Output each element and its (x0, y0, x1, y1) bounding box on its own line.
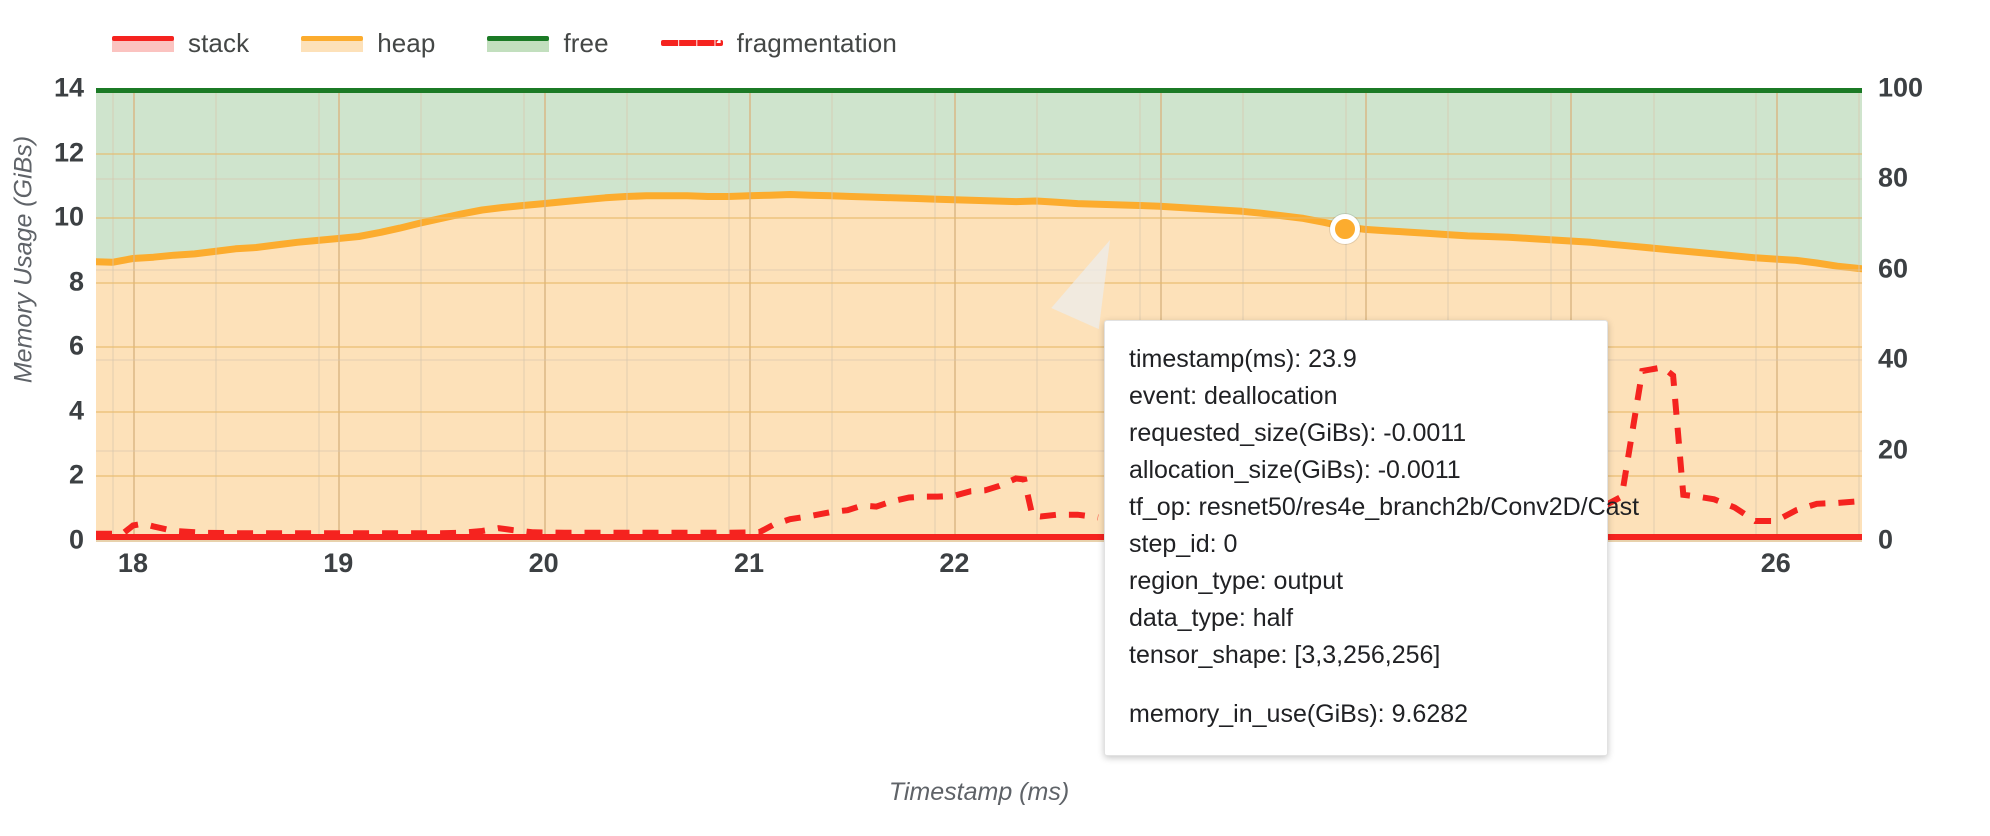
data-point-tooltip: timestamp(ms): 23.9 event: deallocation re… (1104, 320, 1640, 756)
gridline-horizontal-right (96, 540, 1862, 542)
gridline-horizontal (96, 475, 1862, 478)
y-axis-left-ticks: 14 12 10 8 6 4 2 0 (0, 73, 84, 555)
tooltip-line-6: region_type: output (1129, 567, 1344, 595)
gridline-horizontal (96, 410, 1862, 413)
gridline-horizontal-right (96, 178, 1862, 181)
legend-item-heap[interactable]: heap (301, 28, 435, 59)
plot-area (96, 88, 1862, 542)
tooltip-line-2: requested_size(GiBs): -0.0011 (1129, 419, 1467, 447)
gridline-horizontal (96, 346, 1862, 349)
gridline-vertical (1365, 88, 1368, 540)
legend-item-fragmentation[interactable]: fragmentation (660, 27, 897, 59)
gridline-vertical-minor (933, 88, 936, 540)
tooltip-memory-in-use: memory_in_use(GiBs): 9.6282 (1129, 700, 1469, 728)
gridline-vertical-minor (728, 88, 731, 540)
tooltip-spacer (1129, 674, 1583, 696)
x-tick: 18 (117, 548, 148, 578)
x-tick: 19 (323, 548, 354, 578)
gridline-vertical-minor (112, 88, 115, 540)
gridline-vertical (1775, 88, 1778, 540)
legend-item-stack[interactable]: stack (112, 28, 249, 59)
legend-item-free[interactable]: free (487, 27, 609, 59)
y-tick-right: 0 (1878, 524, 1894, 555)
y-axis-left-title: Memory Usage (GiBs) (9, 135, 38, 384)
gridline-vertical-minor (1755, 88, 1758, 540)
x-axis-title: Timestamp (ms) (888, 778, 1070, 806)
y-tick-right: 40 (1878, 343, 1909, 374)
legend-dashed-line-icon (660, 34, 723, 52)
y-tick-left: 4 (68, 395, 84, 426)
y-tick-left: 2 (68, 459, 84, 490)
gridline-vertical (338, 88, 341, 540)
gridline-vertical-minor (1652, 88, 1655, 540)
gridline-vertical (1570, 88, 1573, 540)
x-tick: 20 (528, 548, 559, 578)
tooltip-line-5: step_id: 0 (1129, 530, 1238, 558)
gridline-vertical (132, 88, 135, 540)
tooltip-line-0: timestamp(ms): 23.9 (1129, 345, 1357, 373)
tooltip-line-4: tf_op: resnet50/res4e_branch2b/Conv2D/Ca… (1129, 493, 1640, 521)
gridline-horizontal (96, 217, 1862, 220)
legend-line-icon (487, 34, 550, 52)
gridline-vertical-minor (1857, 88, 1860, 540)
gridline-horizontal-right (96, 449, 1862, 452)
y-tick-right: 80 (1878, 162, 1909, 193)
tooltip-line-8: tensor_shape: [3,3,256,256] (1129, 641, 1441, 669)
fragmentation-line-series (96, 88, 1862, 540)
gridline-vertical-minor (317, 88, 320, 540)
gridline-horizontal-right (96, 268, 1862, 271)
tooltip-line-1: event: deallocation (1129, 382, 1338, 410)
tooltip-line-3: allocation_size(GiBs): -0.0011 (1129, 456, 1461, 484)
gridline-horizontal (96, 281, 1862, 284)
legend-label: stack (188, 27, 250, 58)
y-tick-left: 10 (53, 201, 84, 232)
x-axis-ticks: 18 19 20 21 22 26 (96, 548, 1862, 594)
legend-label: free (563, 27, 609, 58)
gridline-vertical-minor (420, 88, 423, 540)
gridline-vertical-minor (1241, 88, 1244, 540)
gridline-vertical (543, 88, 546, 540)
y-tick-right: 20 (1878, 434, 1909, 465)
gridline-vertical (1159, 88, 1162, 540)
legend-label: fragmentation (736, 27, 897, 58)
y-tick-left: 12 (53, 137, 84, 168)
gridline-vertical-minor (831, 88, 834, 540)
legend-line-icon (301, 34, 364, 52)
stack-baseline (96, 534, 1862, 540)
gridline-vertical-minor (215, 88, 218, 540)
gridline-horizontal-right (96, 359, 1862, 362)
x-tick: 26 (1760, 548, 1791, 578)
gridline-vertical (954, 88, 957, 540)
y-tick-right: 60 (1878, 253, 1909, 284)
gridline-horizontal (96, 152, 1862, 155)
y-axis-right-ticks: 100 80 60 40 20 0 (1878, 73, 1988, 555)
gridline-vertical-minor (1139, 88, 1142, 540)
gridline-vertical-minor (1344, 88, 1347, 540)
highlighted-data-point[interactable] (1329, 214, 1360, 245)
y-tick-right: 100 (1878, 72, 1924, 103)
y-tick-left: 6 (68, 330, 84, 361)
gridline-vertical-minor (1447, 88, 1450, 540)
gridline-vertical-minor (1036, 88, 1039, 540)
chart-legend: stack heap free fragmentation (112, 26, 897, 60)
y-tick-left: 8 (68, 266, 84, 297)
gridline-vertical-minor (625, 88, 628, 540)
free-capacity-line (96, 88, 1862, 93)
gridline-vertical-minor (523, 88, 526, 540)
tooltip-line-7: data_type: half (1129, 604, 1294, 632)
gridline-vertical-minor (1549, 88, 1552, 540)
x-tick: 22 (939, 548, 970, 578)
x-tick: 21 (733, 548, 765, 578)
gridline-horizontal (96, 540, 1862, 542)
y-tick-left: 14 (53, 72, 84, 103)
legend-line-icon (112, 34, 174, 52)
gridline-vertical (749, 88, 751, 540)
y-tick-left: 0 (68, 524, 84, 555)
legend-label: heap (377, 27, 436, 58)
